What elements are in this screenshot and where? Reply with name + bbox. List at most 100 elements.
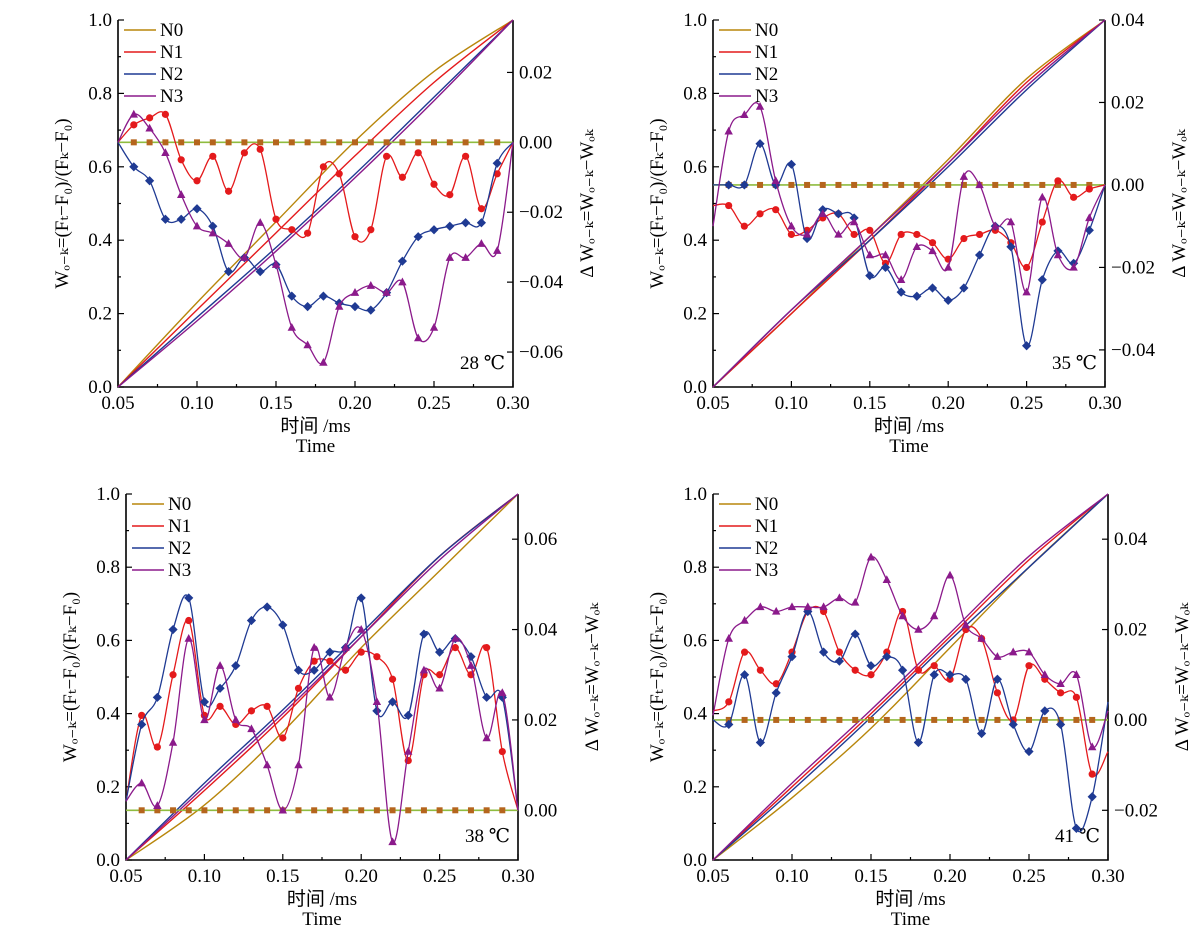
marker-n1-9	[256, 145, 264, 153]
marker-n1-1	[130, 121, 138, 129]
chart-panel-2: 0.05 0.10 0.15 0.20 0.25 0.30 0.0 0.2 0.4 0.6 0.8 1…	[647, 10, 1190, 457]
marker-n3-7	[231, 715, 240, 724]
curve-n2	[117, 19, 514, 388]
marker-n0-3	[162, 139, 169, 146]
y2-tick-label: 0.00	[1111, 175, 1144, 196]
marker-n3-14	[341, 643, 350, 651]
marker-n0-22	[462, 139, 469, 146]
marker-n1-20	[1025, 662, 1033, 670]
x-tick-label: 0.15	[259, 393, 292, 414]
temperature-label: 35 ℃	[1052, 353, 1097, 374]
marker-n0-19	[420, 807, 427, 814]
x-axis-title-en: Time	[891, 909, 930, 930]
marker-n2-6	[208, 221, 218, 231]
marker-n2-22	[1056, 719, 1066, 730]
marker-n3-18	[993, 652, 1002, 660]
marker-n1-13	[913, 230, 921, 239]
diff-series-n2	[712, 606, 1109, 833]
diff-line-n3	[712, 556, 1109, 749]
y-tick-label: 0.4	[88, 230, 112, 251]
y-tick-label: 0.2	[88, 304, 112, 325]
marker-n1-10	[279, 734, 287, 742]
marker-n3-10	[865, 250, 874, 259]
legend-label-n1: N1	[168, 516, 191, 537]
y-tick-label: 0.8	[96, 557, 120, 578]
marker-n0-9	[852, 716, 859, 723]
marker-n0-6	[209, 139, 216, 146]
marker-n3-2	[145, 123, 154, 132]
marker-n3-8	[834, 229, 843, 238]
marker-n3-18	[404, 746, 413, 755]
marker-n0-23	[478, 139, 485, 146]
marker-n0-5	[201, 807, 208, 814]
y-tick-label: 0.0	[683, 377, 707, 398]
y-tick-label: 0.8	[683, 83, 707, 104]
marker-n0-16	[962, 716, 969, 723]
legend-label-n0: N0	[160, 20, 183, 41]
diff-line-n1	[712, 605, 1109, 777]
marker-n0-17	[389, 807, 396, 814]
marker-n3-16	[372, 697, 382, 706]
marker-n2-12	[898, 665, 908, 675]
marker-n2-11	[287, 291, 297, 301]
marker-n0-18	[992, 181, 999, 188]
marker-n2-1	[129, 162, 139, 172]
chart-panel-1: 0.05 0.10 0.15 0.20 0.25 0.30 0.0 0.2 0.4 0.6 0.8 1…	[52, 10, 598, 457]
marker-n3-20	[429, 322, 439, 331]
marker-n2-5	[199, 697, 209, 707]
marker-n3-16	[366, 281, 375, 289]
marker-n2-8	[834, 656, 844, 666]
marker-n1-9	[851, 666, 859, 674]
marker-n3-7	[224, 239, 233, 247]
marker-n2-12	[309, 665, 319, 675]
marker-n3-24	[1085, 213, 1094, 222]
y2-tick-label: −0.04	[519, 272, 563, 293]
marker-n1-2	[740, 222, 748, 230]
y-tick-label: 1.0	[88, 10, 112, 31]
marker-n3-18	[398, 277, 407, 286]
y-tick-label: 1.0	[96, 484, 120, 505]
marker-n2-18	[403, 710, 413, 721]
marker-n1-9	[263, 702, 271, 710]
marker-n3-22	[1056, 679, 1065, 687]
x-tick-label: 0.25	[423, 866, 456, 887]
marker-n3-22	[461, 253, 470, 261]
marker-n0-8	[248, 807, 255, 814]
x-tick-label: 0.30	[501, 866, 534, 887]
marker-n0-18	[399, 139, 406, 146]
marker-n3-7	[818, 209, 827, 218]
curve-n2	[712, 493, 1109, 861]
legend-label-n2: N2	[755, 64, 778, 85]
y-tick-label: 0.2	[96, 777, 120, 798]
legend-label-n3: N3	[168, 560, 191, 581]
diff-series-n0	[118, 139, 513, 146]
marker-n0-15	[947, 716, 953, 723]
y2-tick-label: 0.00	[519, 132, 552, 153]
curve-n3	[125, 493, 519, 861]
marker-n0-14	[342, 807, 349, 814]
marker-n3-8	[835, 593, 844, 602]
diff-series-n1	[117, 110, 514, 243]
marker-n3-1	[129, 109, 138, 118]
marker-n3-17	[977, 633, 986, 642]
x-tick-label: 0.05	[101, 393, 134, 414]
marker-n1-24	[498, 747, 506, 756]
marker-n1-8	[240, 149, 248, 157]
curve-n0	[117, 19, 514, 388]
marker-n1-2	[146, 114, 154, 122]
marker-n3-23	[1069, 262, 1078, 271]
marker-n3-8	[240, 253, 249, 261]
y2-tick-label: 0.04	[1114, 529, 1148, 550]
marker-n3-21	[445, 253, 454, 261]
marker-n2-8	[833, 209, 844, 219]
marker-n0-10	[866, 181, 873, 188]
marker-n3-22	[1053, 250, 1063, 259]
marker-n3-20	[1022, 287, 1031, 296]
marker-n2-2	[145, 176, 155, 186]
marker-n0-5	[788, 181, 795, 188]
x-tick-label: 0.25	[417, 393, 450, 414]
y-tick-label: 0.4	[683, 704, 707, 725]
marker-n3-3	[756, 602, 765, 611]
marker-n0-9	[851, 181, 858, 188]
